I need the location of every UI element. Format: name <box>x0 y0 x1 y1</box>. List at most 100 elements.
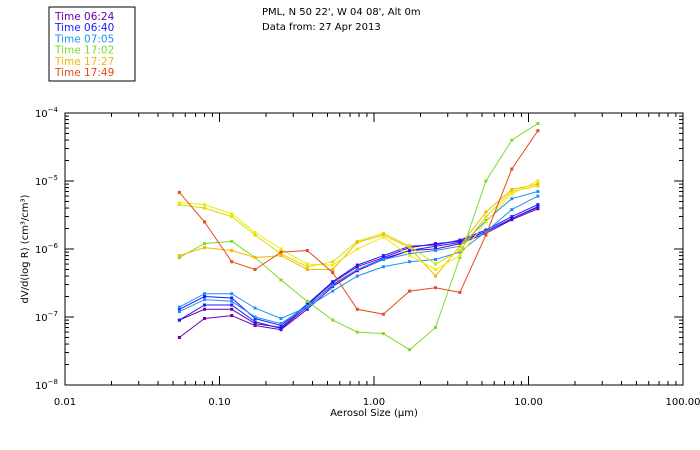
legend-item: Time 17:27 <box>54 56 114 68</box>
data-point <box>458 256 462 259</box>
data-point <box>279 317 283 320</box>
data-point <box>279 247 283 251</box>
plot-area <box>64 112 684 386</box>
data-point <box>381 235 385 239</box>
data-point <box>203 307 206 311</box>
data-point <box>279 252 283 256</box>
data-point <box>510 167 514 171</box>
data-point <box>253 324 257 327</box>
data-point <box>203 298 206 302</box>
data-point <box>253 233 257 237</box>
series-line-8 <box>179 185 539 268</box>
data-point <box>536 184 540 188</box>
data-point <box>381 233 385 237</box>
data-point <box>484 230 488 234</box>
data-point <box>458 290 462 294</box>
data-point <box>510 188 514 191</box>
data-point <box>331 263 335 267</box>
data-point <box>305 265 309 269</box>
data-point <box>408 249 412 252</box>
data-point <box>230 239 234 243</box>
data-point <box>458 254 462 258</box>
data-point <box>230 299 234 303</box>
data-point <box>253 320 257 324</box>
data-point <box>177 203 181 207</box>
data-point <box>177 318 181 322</box>
data-point <box>279 278 283 282</box>
data-point <box>381 312 385 316</box>
data-point <box>253 322 257 326</box>
data-point <box>203 303 206 307</box>
data-point <box>434 262 437 266</box>
data-point <box>203 295 206 298</box>
data-point <box>536 179 540 183</box>
data-point <box>458 250 462 254</box>
data-point <box>331 260 335 264</box>
data-point <box>305 262 309 266</box>
data-point <box>434 274 437 278</box>
data-point <box>510 197 514 201</box>
data-point <box>408 252 412 256</box>
data-point <box>434 258 437 261</box>
data-point <box>434 249 437 252</box>
data-point <box>484 233 488 237</box>
y-axis-label: dV/d(log R) (cm³/cm³) <box>20 194 31 303</box>
data-point <box>434 326 437 329</box>
data-point <box>177 310 181 314</box>
x-tick-label: 10.00 <box>514 397 543 408</box>
data-point <box>458 249 462 252</box>
data-point <box>177 190 181 194</box>
data-point <box>536 194 540 198</box>
data-point <box>355 240 359 244</box>
y-tick-label: 10−7 <box>35 310 58 324</box>
data-point <box>230 292 234 296</box>
chart-subtitle: Data from: 27 Apr 2013 <box>262 22 381 33</box>
data-point <box>484 179 488 183</box>
data-point <box>203 246 206 250</box>
legend-item: Time 06:40 <box>54 22 114 34</box>
data-point <box>484 220 488 224</box>
data-point <box>458 240 462 244</box>
series-lines <box>177 122 540 352</box>
data-point <box>177 336 181 339</box>
data-point <box>510 190 514 193</box>
data-point <box>355 274 359 278</box>
data-point <box>177 254 181 258</box>
data-point <box>253 256 257 259</box>
chart-title: PML, N 50 22', W 04 08', Alt 0m <box>262 7 421 18</box>
data-point <box>305 307 309 311</box>
data-point <box>253 315 257 319</box>
data-point <box>177 201 181 205</box>
data-point <box>434 243 437 247</box>
data-point <box>331 268 335 271</box>
data-point <box>408 348 412 352</box>
data-point <box>230 314 234 318</box>
series-line-1 <box>179 208 539 338</box>
data-point <box>177 256 181 259</box>
data-point <box>305 268 309 271</box>
x-tick-label: 0.01 <box>54 397 76 408</box>
data-point <box>536 203 540 207</box>
data-point <box>355 265 359 269</box>
legend-item: Time 06:24 <box>54 11 115 23</box>
legend-box <box>48 6 136 82</box>
legend-item: Time 17:02 <box>54 45 114 57</box>
data-point <box>434 268 437 271</box>
x-tick-label: 1.00 <box>363 397 385 408</box>
data-point <box>510 138 514 142</box>
data-point <box>203 220 206 224</box>
data-point <box>253 268 257 271</box>
data-point <box>331 284 335 288</box>
data-point <box>484 210 488 214</box>
data-point <box>381 231 385 235</box>
x-tick-label: 0.10 <box>208 397 230 408</box>
data-point <box>536 129 540 133</box>
y-tick-label: 10−8 <box>35 378 58 392</box>
data-point <box>305 249 309 252</box>
data-point <box>355 307 359 311</box>
data-point <box>253 231 257 234</box>
data-point <box>230 307 234 311</box>
data-point <box>484 228 488 232</box>
